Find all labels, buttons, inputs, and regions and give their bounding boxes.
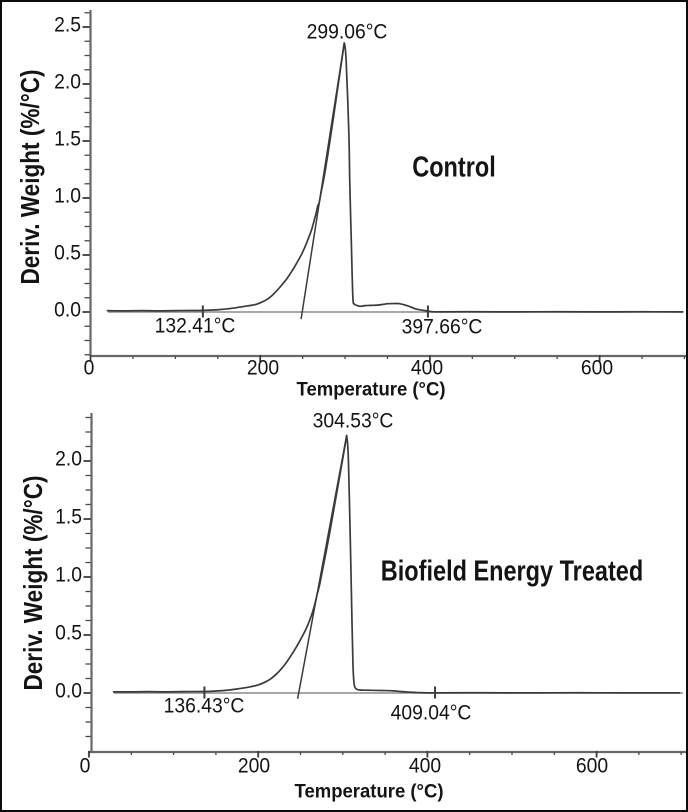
x-tick-label-biofield: 600 <box>575 754 609 777</box>
onset-label-biofield: 136.43°C <box>163 694 244 717</box>
x-tick-label-biofield: 400 <box>408 754 442 777</box>
dtg-curve-control <box>106 42 684 313</box>
y-axis-title-control: Deriv. Weight (%/°C) <box>15 68 45 285</box>
x-tick-label-control: 400 <box>410 356 444 379</box>
peak-label-biofield: 304.53°C <box>312 409 394 433</box>
y-tick-label-control: 1.5 <box>54 127 81 151</box>
y-tick-label-biofield: 2.0 <box>54 447 82 471</box>
endset-label-biofield: 409.04°C <box>390 701 471 724</box>
dtg-curve-biofield <box>112 434 681 694</box>
y-tick-label-control: 0.0 <box>54 298 81 322</box>
x-tick-label-control: 0 <box>83 356 94 379</box>
onset-label-control: 132.41°C <box>154 314 235 338</box>
y-tick-label-biofield: 1.0 <box>54 563 82 587</box>
x-axis-title-control: Temperature (°C) <box>296 379 445 401</box>
chart-annotation-biofield: Biofield Energy Treated <box>380 555 644 587</box>
x-tick-label-biofield: 200 <box>237 754 270 777</box>
y-tick-label-biofield: 0.0 <box>54 679 82 703</box>
chart-annotation-control: Control <box>412 151 496 184</box>
endset-label-control: 397.66°C <box>401 315 483 338</box>
y-tick-label-control: 0.5 <box>54 241 81 265</box>
y-tick-label-biofield: 0.5 <box>54 621 82 645</box>
y-tick-label-control: 1.0 <box>54 184 81 208</box>
peak-label-control: 299.06°C <box>306 20 388 43</box>
y-axis-title-biofield: Deriv. Weight (%/°C) <box>18 474 48 691</box>
y-tick-label-biofield: 1.5 <box>54 505 82 529</box>
x-axis-title-biofield: Temperature (°C) <box>294 781 443 802</box>
y-tick-label-control: 2.5 <box>54 13 81 37</box>
x-tick-label-control: 600 <box>580 356 614 379</box>
x-tick-label-biofield: 0 <box>79 754 91 777</box>
x-tick-label-control: 200 <box>246 356 280 379</box>
y-tick-label-control: 2.0 <box>54 70 81 94</box>
